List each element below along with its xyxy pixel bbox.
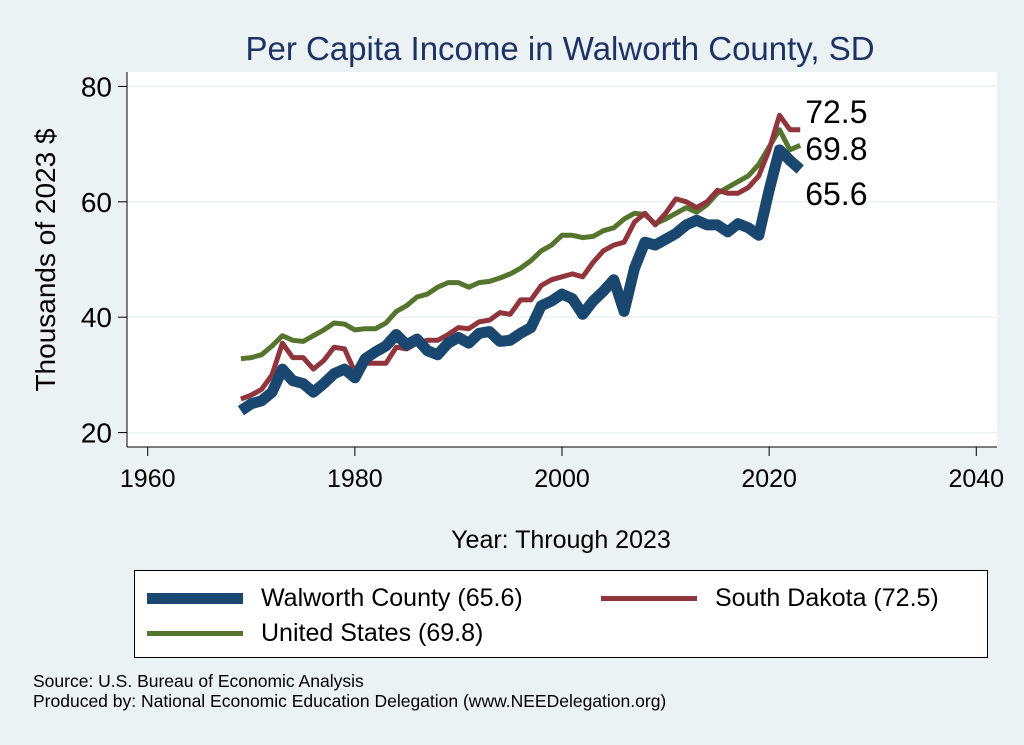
x-tick-label-1960: 1960 bbox=[120, 465, 176, 493]
legend-label-south-dakota: South Dakota (72.5) bbox=[715, 584, 939, 612]
end-label-2: 65.6 bbox=[805, 176, 867, 212]
legend: Walworth County (65.6) South Dakota (72.… bbox=[134, 570, 988, 658]
legend-item-walworth: Walworth County (65.6) bbox=[147, 584, 523, 613]
y-tick-label-40: 40 bbox=[81, 302, 112, 333]
x-tick-label-2040: 2040 bbox=[948, 465, 1004, 493]
series-line-south-dakota bbox=[240, 112, 801, 402]
legend-item-united-states: United States (69.8) bbox=[147, 619, 483, 648]
y-tick-label-20: 20 bbox=[81, 418, 112, 449]
legend-label-walworth: Walworth County (65.6) bbox=[261, 584, 523, 612]
end-label-1: 69.8 bbox=[805, 131, 867, 167]
x-axis-label: Year: Through 2023 bbox=[451, 526, 671, 554]
series-line-walworth-county bbox=[237, 144, 804, 416]
series-line-united-states bbox=[240, 127, 802, 362]
y-tick-label-80: 80 bbox=[81, 71, 112, 102]
produced-by-note: Produced by: National Economic Education… bbox=[33, 691, 667, 711]
end-labels: 72.569.8 65.6 bbox=[805, 94, 867, 212]
legend-swatch-south-dakota bbox=[601, 596, 697, 601]
x-tick-label-2020: 2020 bbox=[741, 465, 797, 493]
legend-item-south-dakota: South Dakota (72.5) bbox=[601, 584, 939, 613]
end-label-0: 72.5 bbox=[805, 94, 867, 130]
x-tick-label-2000: 2000 bbox=[534, 465, 590, 493]
legend-swatch-walworth bbox=[147, 593, 243, 604]
series-layer bbox=[237, 112, 804, 416]
footer: Source: U.S. Bureau of Economic Analysis… bbox=[33, 671, 666, 711]
y-axis-label: Thousands of 2023 $ bbox=[30, 128, 61, 392]
chart-title: Per Capita Income in Walworth County, SD bbox=[245, 30, 874, 67]
legend-swatch-united-states bbox=[147, 631, 243, 636]
grid-lines bbox=[127, 85, 997, 434]
y-tick-label-60: 60 bbox=[81, 187, 112, 218]
legend-label-united-states: United States (69.8) bbox=[261, 619, 484, 647]
x-tick-label-1980: 1980 bbox=[327, 465, 383, 493]
source-note: Source: U.S. Bureau of Economic Analysis bbox=[33, 671, 364, 691]
